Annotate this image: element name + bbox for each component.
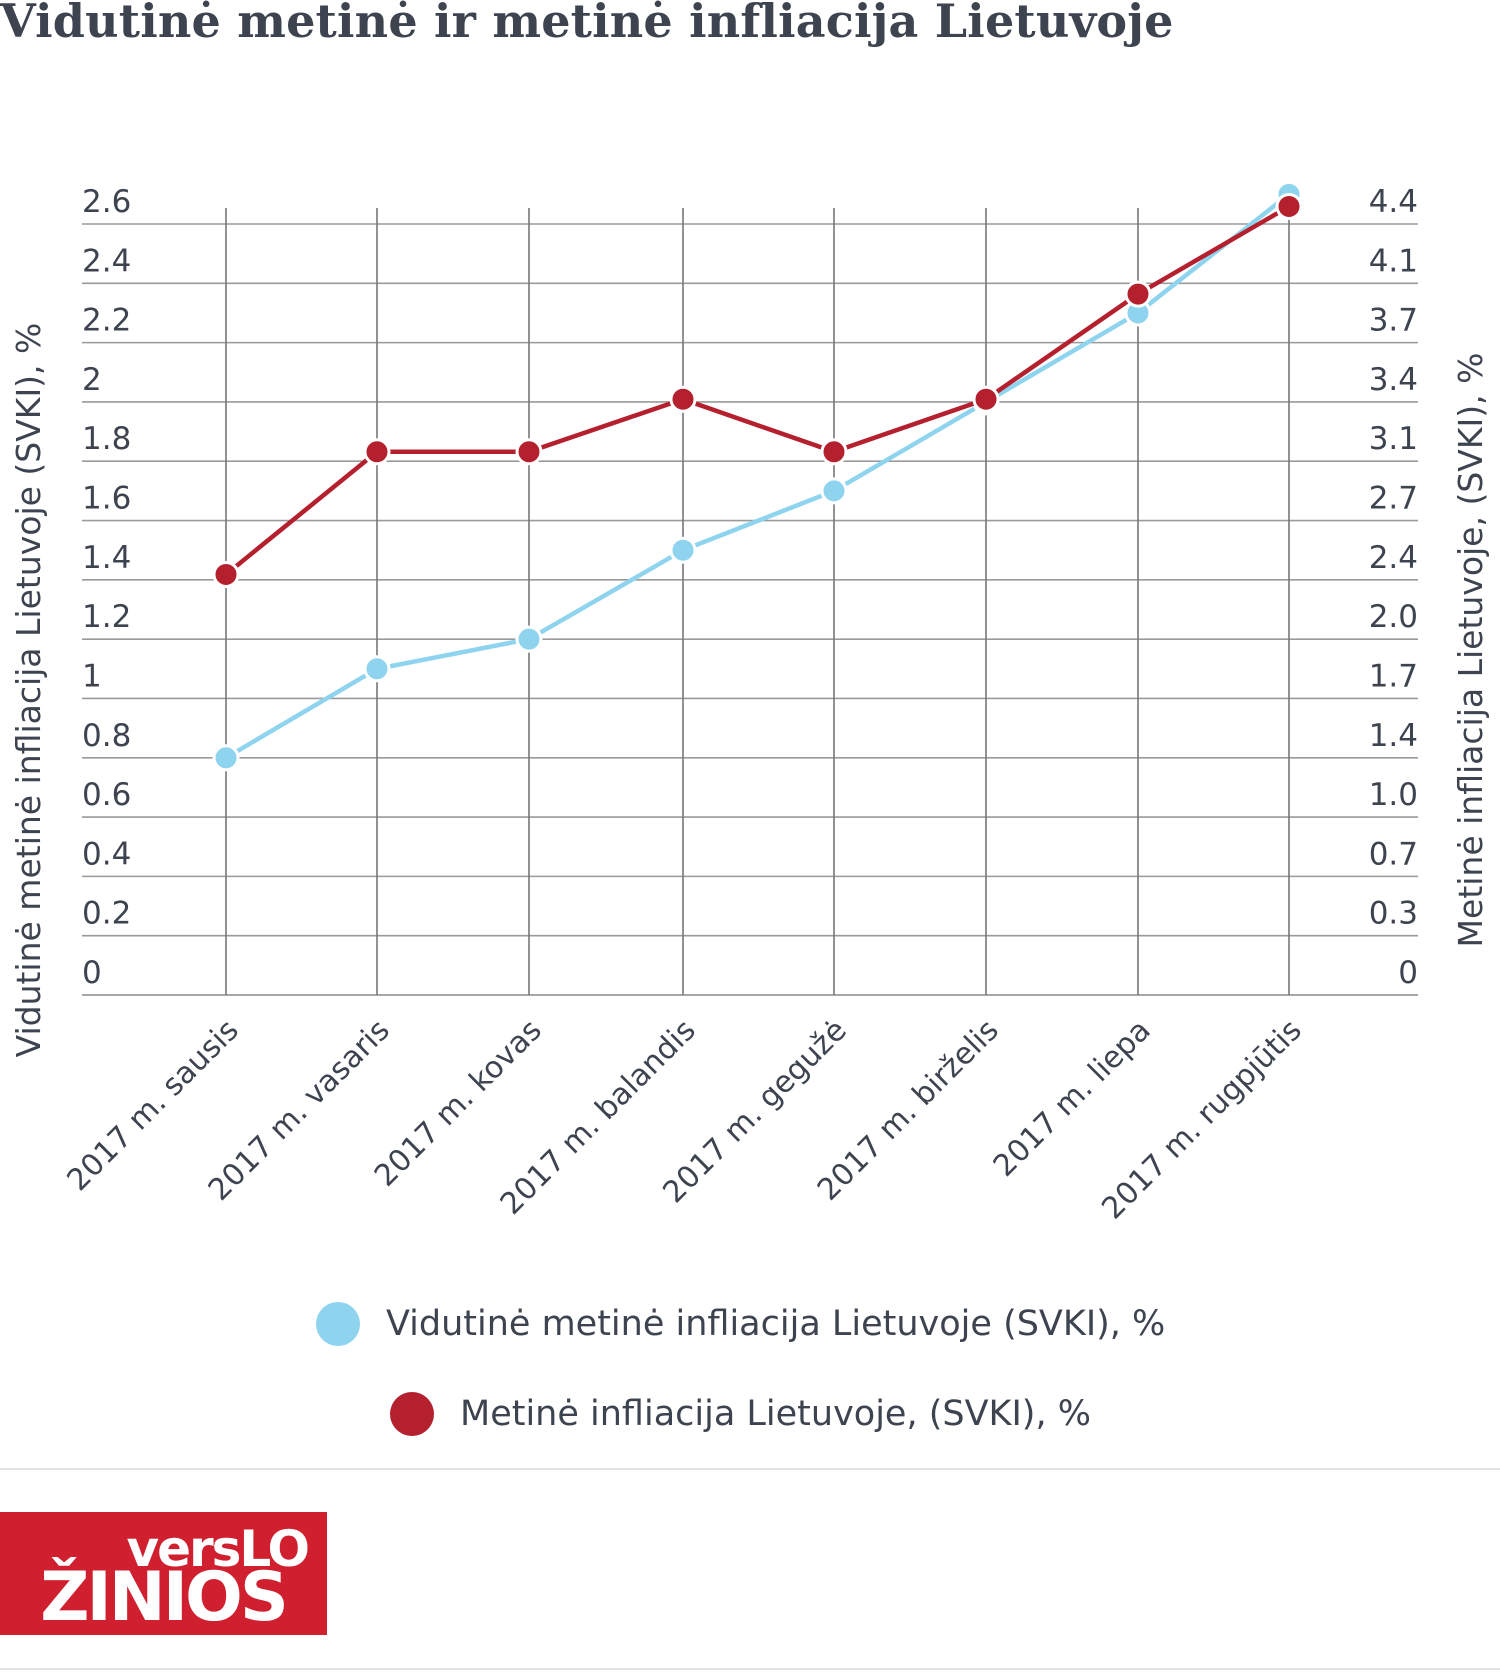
y2-tick-label: 4.1 — [1369, 243, 1418, 279]
data-point — [669, 536, 697, 564]
y2-tick-label: 3.1 — [1369, 421, 1418, 457]
data-point — [212, 560, 240, 588]
y-tick-label: 2.6 — [82, 184, 131, 220]
y2-tick-label: 1.0 — [1369, 777, 1418, 813]
y2-tick-label: 4.4 — [1369, 184, 1418, 220]
x-tick-label: 2017 m. liepa — [987, 1013, 1158, 1184]
y-tick-label: 1.6 — [82, 481, 131, 517]
y-tick-label: 2.2 — [82, 303, 131, 339]
y2-axis-label: Metinė infliacija Lietuvoje, (SVKI), % — [1451, 353, 1490, 948]
y-tick-label: 0.2 — [82, 896, 131, 932]
y2-tick-label: 1.4 — [1369, 718, 1418, 754]
y-tick-label: 0 — [82, 955, 102, 991]
y2-tick-label: 1.7 — [1369, 658, 1418, 694]
y-tick-label: 1.4 — [82, 540, 131, 576]
data-point — [972, 385, 1000, 413]
grid — [82, 208, 1418, 996]
data-point — [515, 625, 543, 653]
data-point — [1124, 280, 1152, 308]
y2-tick-label: 2.4 — [1369, 540, 1418, 576]
left-axis-ticks: 0 0.2 0.4 0.6 0.8 1 1.2 1.4 1.6 1.8 2 2.2 2.4 2.6 — [82, 184, 131, 991]
bottom-divider — [0, 1668, 1500, 1670]
y-tick-label: 2 — [82, 362, 102, 398]
y-tick-label: 1 — [82, 658, 102, 694]
y2-tick-label: 3.4 — [1369, 362, 1418, 398]
data-point — [669, 385, 697, 413]
divider — [0, 1468, 1500, 1470]
y2-tick-label: 0.7 — [1369, 836, 1418, 872]
y-tick-label: 2.4 — [82, 243, 131, 279]
svg-text:versLO: versLO — [126, 1520, 308, 1578]
right-axis-ticks: 0 0.3 0.7 1.0 1.4 1.7 2.0 2.4 2.7 3.1 3.4 3.7 4.1 4.4 — [1369, 184, 1418, 991]
y-tick-label: 0.8 — [82, 718, 131, 754]
series-line — [224, 204, 1291, 577]
legend-swatch-average — [316, 1302, 360, 1346]
data-point — [363, 438, 391, 466]
series — [212, 180, 1303, 772]
chart-title: Vidutinė metinė ir metinė infliacija Lie… — [0, 0, 1174, 48]
data-point — [515, 438, 543, 466]
data-point — [820, 477, 848, 505]
y2-tick-label: 2.7 — [1369, 481, 1418, 517]
line-chart: 0 0.2 0.4 0.6 0.8 1 1.2 1.4 1.6 1.8 2 2.2 2.4 2.6 0 0.… — [9, 180, 1490, 1226]
publisher-logo: versLO ŽINIOS — [0, 1512, 327, 1637]
data-point — [212, 744, 240, 772]
legend-label-annual: Metinė infliacija Lietuvoje, (SVKI), % — [460, 1394, 1091, 1434]
series-annual — [212, 192, 1303, 588]
series-line — [224, 192, 1291, 760]
legend-item-annual: Metinė infliacija Lietuvoje, (SVKI), % — [390, 1392, 1091, 1436]
y-tick-label: 1.8 — [82, 421, 131, 457]
y2-tick-label: 0 — [1398, 955, 1418, 991]
x-tick-label: 2017 m. kovas — [368, 1013, 549, 1194]
data-point — [820, 438, 848, 466]
y2-tick-label: 2.0 — [1369, 599, 1418, 635]
y-tick-label: 0.6 — [82, 777, 131, 813]
legend-swatch-annual — [390, 1392, 434, 1436]
data-point — [1275, 192, 1303, 220]
legend-item-average: Vidutinė metinė infliacija Lietuvoje (SV… — [316, 1302, 1165, 1346]
y-tick-label: 0.4 — [82, 836, 131, 872]
y2-tick-label: 0.3 — [1369, 896, 1418, 932]
svg-text:ŽINIOS: ŽINIOS — [40, 1557, 286, 1635]
legend-label-average: Vidutinė metinė infliacija Lietuvoje (SV… — [386, 1304, 1166, 1344]
y-axis-label: Vidutinė metinė infliacija Lietuvoje (SV… — [9, 323, 48, 1058]
y2-tick-label: 3.7 — [1369, 303, 1418, 339]
data-point — [363, 655, 391, 683]
y-tick-label: 1.2 — [82, 599, 131, 635]
